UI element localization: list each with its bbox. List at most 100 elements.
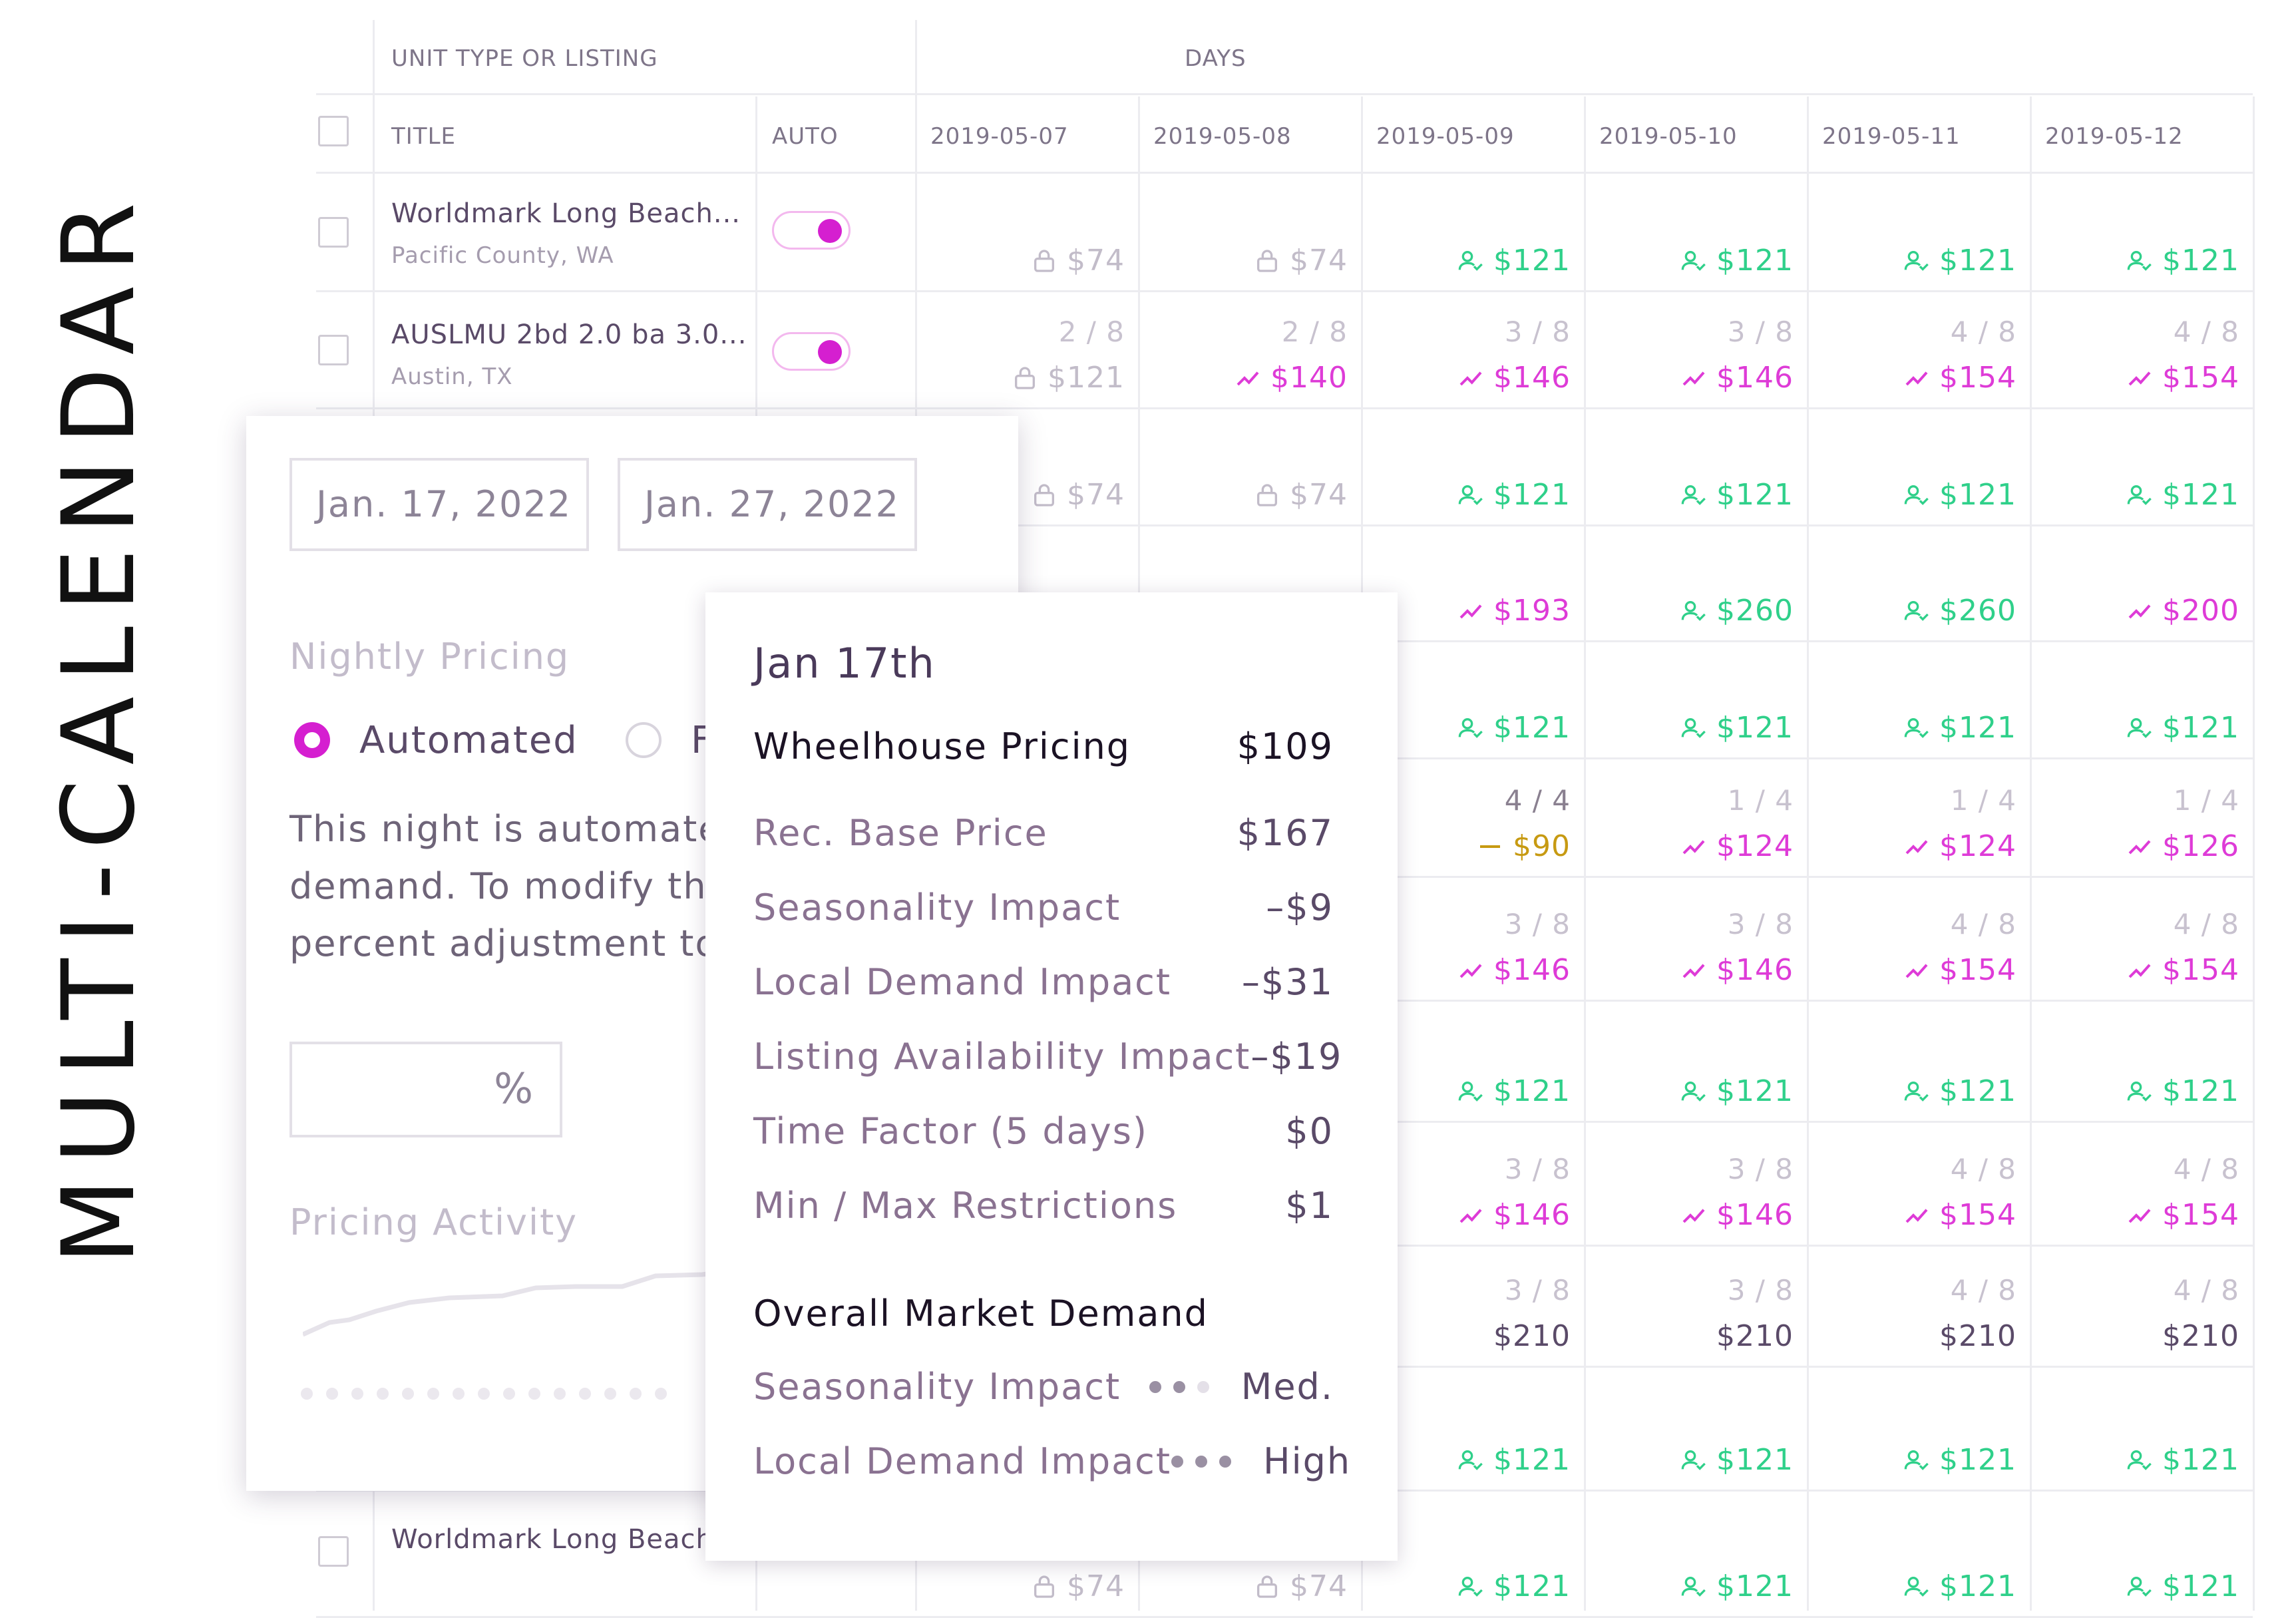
user-check-icon xyxy=(2127,485,2152,505)
price-cell[interactable]: $146 xyxy=(1457,953,1571,991)
description-line: percent adjustment tool l xyxy=(289,922,777,964)
lock-icon xyxy=(1015,366,1036,389)
price-cell[interactable]: $126 xyxy=(2126,829,2239,867)
price-cell[interactable]: $121 xyxy=(1903,1074,2016,1112)
price-cell[interactable]: $210 xyxy=(1716,1319,1794,1353)
user-check-icon xyxy=(1458,485,1483,505)
price-value: $154 xyxy=(1939,953,2016,987)
price-cell[interactable]: $121 xyxy=(1680,478,1794,516)
listing-title[interactable]: Worldmark Long Beach xyxy=(391,1524,713,1555)
price-cell[interactable]: $146 xyxy=(1680,953,1794,991)
price-cell[interactable]: $121 xyxy=(1457,1569,1571,1607)
price-cell[interactable]: $121 xyxy=(2126,1074,2239,1112)
price-cell[interactable]: $121 xyxy=(1680,1569,1794,1607)
price-cell[interactable]: $121 xyxy=(1680,1443,1794,1481)
price-cell[interactable]: $140 xyxy=(1235,361,1348,399)
price-cell[interactable]: $121 xyxy=(1903,244,2016,282)
date-header: 2019-05-07 xyxy=(930,123,1069,150)
price-value: $121 xyxy=(1493,478,1571,512)
price-cell[interactable]: $121 xyxy=(2126,1443,2239,1481)
end-date-field[interactable]: Jan. 27, 2022 xyxy=(618,458,917,551)
price-cell[interactable]: $121 xyxy=(2126,244,2239,282)
price-cell[interactable]: $154 xyxy=(1903,361,2016,399)
price-cell[interactable]: $146 xyxy=(1680,1198,1794,1236)
price-cell[interactable]: $74 xyxy=(1254,244,1348,282)
price-cell[interactable]: $146 xyxy=(1457,1198,1571,1236)
user-check-icon xyxy=(1681,717,1706,738)
price-value: $121 xyxy=(2162,1569,2239,1603)
price-cell[interactable]: $124 xyxy=(1903,829,2016,867)
auto-toggle[interactable] xyxy=(772,211,851,250)
price-cell[interactable]: $154 xyxy=(2126,953,2239,991)
price-value: $200 xyxy=(2162,594,2239,628)
price-cell[interactable]: $146 xyxy=(1457,361,1571,399)
row-checkbox[interactable] xyxy=(318,1536,349,1567)
listing-title[interactable]: AUSLMU 2bd 2.0 ba 3.0... xyxy=(391,319,747,350)
price-cell[interactable]: $200 xyxy=(2126,594,2239,632)
price-cell[interactable]: $74 xyxy=(1254,1569,1348,1607)
price-cell[interactable]: $121 xyxy=(1457,1074,1571,1112)
automated-radio[interactable] xyxy=(294,722,330,758)
price-cell[interactable]: $124 xyxy=(1680,829,1794,867)
price-cell[interactable]: $90 xyxy=(1477,829,1571,867)
trend-up-icon xyxy=(2128,839,2151,854)
start-date-field[interactable]: Jan. 17, 2022 xyxy=(289,458,589,551)
row-checkbox[interactable] xyxy=(318,335,349,365)
price-cell[interactable]: $121 xyxy=(1680,244,1794,282)
price-cell[interactable]: $74 xyxy=(1031,478,1125,516)
fixed-radio[interactable] xyxy=(626,722,662,758)
user-check-icon xyxy=(1458,717,1483,738)
percent-adjustment-input[interactable]: % xyxy=(289,1042,562,1137)
price-cell[interactable]: $121 xyxy=(1903,1443,2016,1481)
price-cell[interactable]: $121 xyxy=(2126,1569,2239,1607)
auto-toggle[interactable] xyxy=(772,332,851,371)
price-cell[interactable]: $210 xyxy=(1493,1319,1571,1353)
select-all-checkbox[interactable] xyxy=(318,116,349,146)
price-cell[interactable]: $260 xyxy=(1903,594,2016,632)
automated-radio-label[interactable]: Automated xyxy=(359,719,578,762)
price-cell[interactable]: $154 xyxy=(2126,361,2239,399)
price-value: $121 xyxy=(2162,478,2239,512)
price-value: $121 xyxy=(1716,711,1794,745)
occupancy-value: 3 / 8 xyxy=(1727,1153,1794,1185)
breakdown-row: Local Demand Impact –$31 xyxy=(753,961,1334,1003)
price-value: $154 xyxy=(2162,1198,2239,1232)
price-value: $193 xyxy=(1493,594,1571,628)
market-label: Local Demand Impact xyxy=(753,1440,1172,1482)
price-cell[interactable]: $121 xyxy=(1680,1074,1794,1112)
occupancy-value: 4 / 8 xyxy=(2173,908,2239,940)
price-cell[interactable]: $121 xyxy=(1012,361,1125,399)
row-checkbox[interactable] xyxy=(318,217,349,248)
price-cell[interactable]: $121 xyxy=(2126,711,2239,749)
price-cell[interactable]: $121 xyxy=(1457,478,1571,516)
price-cell[interactable]: $121 xyxy=(1903,478,2016,516)
price-cell[interactable]: $74 xyxy=(1031,1569,1125,1607)
user-check-icon xyxy=(1458,1081,1483,1102)
price-cell[interactable]: $121 xyxy=(2126,478,2239,516)
market-demand-title: Overall Market Demand xyxy=(753,1293,1209,1334)
price-cell[interactable]: $121 xyxy=(1457,1443,1571,1481)
price-cell[interactable]: $74 xyxy=(1254,478,1348,516)
price-cell[interactable]: $146 xyxy=(1680,361,1794,399)
price-value: $146 xyxy=(1493,953,1571,987)
price-cell[interactable]: $121 xyxy=(1903,711,2016,749)
price-value: $146 xyxy=(1493,1198,1571,1232)
listing-title[interactable]: Worldmark Long Beach... xyxy=(391,198,741,229)
trend-up-icon xyxy=(1459,604,1482,618)
price-cell[interactable]: $74 xyxy=(1031,244,1125,282)
price-cell[interactable]: $260 xyxy=(1680,594,1794,632)
price-cell[interactable]: $154 xyxy=(1903,1198,2016,1236)
price-cell[interactable]: $210 xyxy=(1939,1319,2016,1353)
days-header: DAYS xyxy=(1185,45,1246,72)
breakdown-label: Min / Max Restrictions xyxy=(753,1185,1178,1227)
market-level: High xyxy=(1263,1440,1352,1482)
price-cell[interactable]: $121 xyxy=(1457,711,1571,749)
price-cell[interactable]: $154 xyxy=(1903,953,2016,991)
price-cell[interactable]: $121 xyxy=(1457,244,1571,282)
flat-trend-icon xyxy=(1480,845,1501,848)
price-cell[interactable]: $210 xyxy=(2162,1319,2239,1353)
price-cell[interactable]: $121 xyxy=(1903,1569,2016,1607)
price-cell[interactable]: $154 xyxy=(2126,1198,2239,1236)
price-cell[interactable]: $121 xyxy=(1680,711,1794,749)
price-cell[interactable]: $193 xyxy=(1457,594,1571,632)
